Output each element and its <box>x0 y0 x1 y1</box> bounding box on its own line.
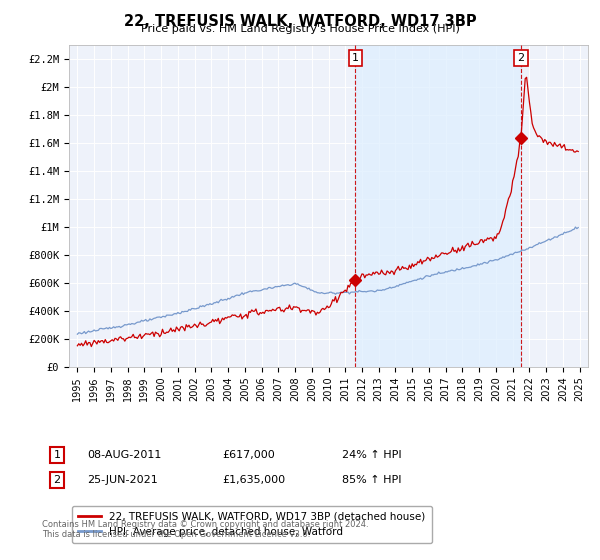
Text: 1: 1 <box>352 53 359 63</box>
Text: Price paid vs. HM Land Registry's House Price Index (HPI): Price paid vs. HM Land Registry's House … <box>140 24 460 34</box>
Text: 24% ↑ HPI: 24% ↑ HPI <box>342 450 401 460</box>
Text: 25-JUN-2021: 25-JUN-2021 <box>87 475 158 485</box>
Text: £617,000: £617,000 <box>222 450 275 460</box>
Legend: 22, TREFUSIS WALK, WATFORD, WD17 3BP (detached house), HPI: Average price, detac: 22, TREFUSIS WALK, WATFORD, WD17 3BP (de… <box>71 506 431 543</box>
Bar <box>355 45 521 367</box>
Text: £1,635,000: £1,635,000 <box>222 475 285 485</box>
Text: 1: 1 <box>53 450 61 460</box>
Text: 85% ↑ HPI: 85% ↑ HPI <box>342 475 401 485</box>
Text: 2: 2 <box>517 53 524 63</box>
Text: Contains HM Land Registry data © Crown copyright and database right 2024.
This d: Contains HM Land Registry data © Crown c… <box>42 520 368 539</box>
Text: 08-AUG-2011: 08-AUG-2011 <box>87 450 161 460</box>
Text: 2: 2 <box>53 475 61 485</box>
Text: 22, TREFUSIS WALK, WATFORD, WD17 3BP: 22, TREFUSIS WALK, WATFORD, WD17 3BP <box>124 14 476 29</box>
